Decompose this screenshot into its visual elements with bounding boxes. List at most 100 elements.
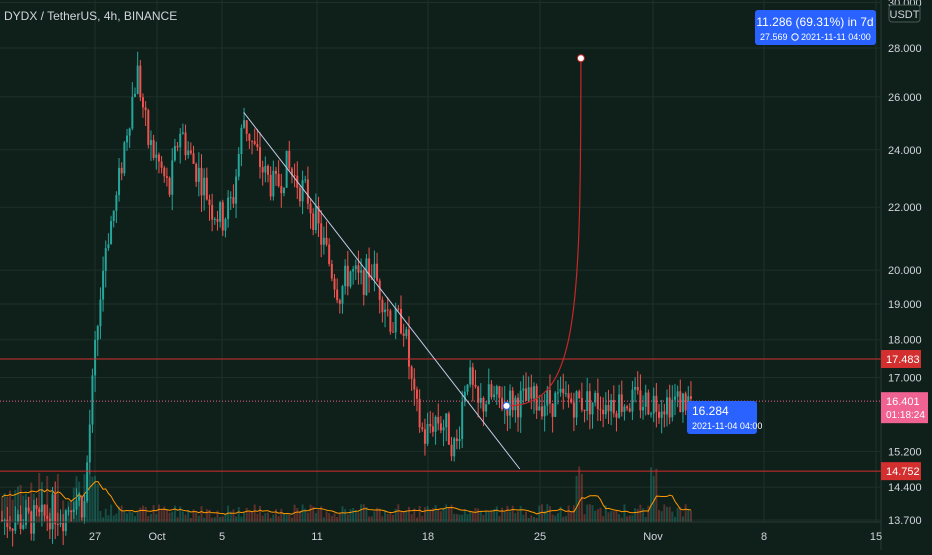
candle-body xyxy=(269,174,272,197)
time-axis[interactable]: 27 Oct 5 11 18 25 Nov 8 15 xyxy=(0,521,882,543)
candle-body xyxy=(48,518,51,530)
projection-end-point[interactable] xyxy=(576,54,585,63)
candle-body xyxy=(141,97,144,108)
volume-bar xyxy=(673,516,676,522)
candle-body xyxy=(498,386,501,398)
candle-body xyxy=(88,424,91,463)
candle-body xyxy=(495,386,498,395)
volume-bar xyxy=(197,515,200,522)
volume-bar xyxy=(599,507,602,522)
volume-bar xyxy=(237,507,240,522)
candle-body xyxy=(490,384,493,398)
volume-bar xyxy=(490,511,493,522)
candle-body xyxy=(216,219,219,222)
candle-body xyxy=(173,146,176,161)
y-tick-label: 28.000 xyxy=(888,43,922,55)
projection-start-callout[interactable]: 16.284 2021-11-04 04:00 xyxy=(687,401,762,434)
volume-bar xyxy=(514,513,517,522)
volume-bar xyxy=(485,510,488,522)
candle-body xyxy=(195,163,198,182)
candle-body xyxy=(570,398,573,403)
volume-bar xyxy=(248,511,251,522)
volume-bar xyxy=(344,509,347,522)
projection-curve[interactable] xyxy=(506,58,582,407)
candle-body xyxy=(59,522,62,525)
volume-bar xyxy=(429,510,432,522)
volume-bar xyxy=(689,510,692,522)
volume-bar xyxy=(474,508,477,522)
volume-bar xyxy=(495,506,498,522)
volume-bar xyxy=(8,490,11,522)
volume-bar xyxy=(14,490,17,522)
candle-body xyxy=(219,202,222,222)
candle-body xyxy=(208,199,211,205)
candle-body xyxy=(86,462,89,502)
trend-line[interactable] xyxy=(243,112,521,470)
volume-bar xyxy=(376,507,379,522)
candle-body xyxy=(410,366,413,379)
candle-body xyxy=(469,367,472,385)
projection-start-value: 16.284 xyxy=(692,404,729,418)
volume-bar xyxy=(567,505,570,522)
volume-bar xyxy=(341,506,344,522)
candle-body xyxy=(1,520,3,521)
candles xyxy=(1,51,692,547)
candle-body xyxy=(187,150,190,156)
volume-bar xyxy=(586,504,589,522)
volume-bar xyxy=(636,508,639,522)
volume-bar xyxy=(572,505,575,522)
volume-bar xyxy=(184,514,187,522)
volume-bar xyxy=(564,515,567,522)
volume-bar xyxy=(352,508,355,522)
candle-body xyxy=(128,128,131,136)
candle-body xyxy=(418,398,421,428)
volume-bar xyxy=(407,506,410,522)
volume-bar xyxy=(11,499,14,522)
volume-bar xyxy=(320,506,323,522)
candle-body xyxy=(386,309,389,311)
candle-body xyxy=(46,515,49,519)
projection-end-callout[interactable]: 11.286 (69.31%) in 7d 27.569 2021-11-11 … xyxy=(755,10,876,45)
candle-body xyxy=(612,399,615,414)
candle-body xyxy=(540,406,543,417)
volume-bar xyxy=(455,514,458,522)
volume-bar xyxy=(149,514,152,522)
price-axis[interactable]: 30.00028.00026.00024.00022.00020.00019.0… xyxy=(880,0,922,550)
volume-bar xyxy=(418,505,421,522)
volume-bar xyxy=(293,504,296,522)
candle-body xyxy=(336,289,339,301)
candle-body xyxy=(461,401,464,439)
candle-body xyxy=(602,409,605,415)
volume-bar xyxy=(144,506,147,522)
volume-bar xyxy=(559,506,562,522)
candle-body xyxy=(658,411,661,418)
volume-bar xyxy=(684,504,687,522)
volume-bar xyxy=(594,510,597,522)
volume-bar xyxy=(205,509,208,522)
volume-bar xyxy=(112,515,115,522)
volume-bar xyxy=(522,514,525,522)
volume-bar xyxy=(301,504,304,522)
volume-bar xyxy=(612,511,615,522)
candle-body xyxy=(165,176,168,178)
volume-bar xyxy=(583,514,586,522)
volume-bar xyxy=(378,508,381,522)
volume-bar xyxy=(437,509,440,522)
x-tick-label: 5 xyxy=(219,531,225,543)
currency-badge[interactable]: USDT xyxy=(888,4,921,23)
candle-body xyxy=(517,397,520,418)
candle-body xyxy=(405,329,408,336)
candle-body xyxy=(35,505,38,509)
level-badge xyxy=(881,462,921,481)
volume-bar xyxy=(671,511,674,522)
volume-bar xyxy=(604,505,607,522)
projection-start-point[interactable] xyxy=(502,401,511,410)
candle-body xyxy=(314,205,317,231)
volume-bar xyxy=(615,509,618,522)
volume-bar xyxy=(38,472,41,522)
candle-body xyxy=(445,413,448,428)
volume-bar xyxy=(253,504,256,522)
candle-body xyxy=(264,165,267,173)
volume-bar xyxy=(578,466,581,522)
